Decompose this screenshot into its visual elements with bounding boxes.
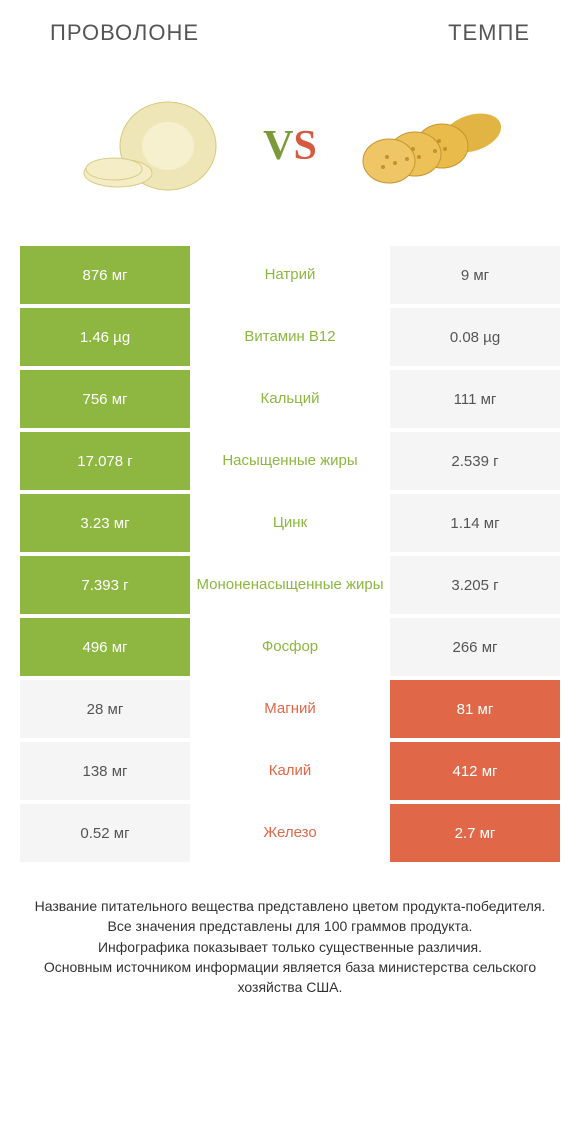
footer-line: Название питательного вещества представл… (20, 896, 560, 916)
food-image-left (73, 86, 233, 206)
cell-left-value: 28 мг (20, 680, 190, 738)
cell-label: Натрий (190, 246, 390, 304)
table-row: 7.393 гМононенасыщенные жиры3.205 г (20, 556, 560, 614)
cell-right-value: 266 мг (390, 618, 560, 676)
table-row: 17.078 гНасыщенные жиры2.539 г (20, 432, 560, 490)
table-row: 28 мгМагний81 мг (20, 680, 560, 738)
cell-right-value: 9 мг (390, 246, 560, 304)
vs-s: S (293, 123, 316, 169)
cell-right-value: 412 мг (390, 742, 560, 800)
cell-right-value: 1.14 мг (390, 494, 560, 552)
food-image-right (347, 86, 507, 206)
footer-line: Все значения представлены для 100 граммо… (20, 916, 560, 936)
cell-left-value: 7.393 г (20, 556, 190, 614)
table-row: 496 мгФосфор266 мг (20, 618, 560, 676)
comparison-table: 876 мгНатрий9 мг1.46 µgВитамин B120.08 µ… (0, 246, 580, 862)
cell-label: Железо (190, 804, 390, 862)
title-left: ПРОВОЛОНЕ (50, 20, 199, 46)
cell-right-value: 2.7 мг (390, 804, 560, 862)
cell-right-value: 0.08 µg (390, 308, 560, 366)
cell-left-value: 0.52 мг (20, 804, 190, 862)
cell-left-value: 876 мг (20, 246, 190, 304)
cell-label: Витамин B12 (190, 308, 390, 366)
cell-left-value: 17.078 г (20, 432, 190, 490)
cell-right-value: 111 мг (390, 370, 560, 428)
cell-label: Насыщенные жиры (190, 432, 390, 490)
table-row: 3.23 мгЦинк1.14 мг (20, 494, 560, 552)
table-row: 756 мгКальций111 мг (20, 370, 560, 428)
cell-right-value: 81 мг (390, 680, 560, 738)
cell-label: Кальций (190, 370, 390, 428)
vs-row: VS (0, 56, 580, 246)
footer-notes: Название питательного вещества представл… (0, 866, 580, 997)
table-row: 0.52 мгЖелезо2.7 мг (20, 804, 560, 862)
cell-label: Цинк (190, 494, 390, 552)
cell-label: Магний (190, 680, 390, 738)
cell-label: Мононенасыщенные жиры (190, 556, 390, 614)
cell-left-value: 138 мг (20, 742, 190, 800)
table-row: 138 мгКалий412 мг (20, 742, 560, 800)
header: ПРОВОЛОНЕ ТЕМПЕ (0, 0, 580, 56)
cell-right-value: 3.205 г (390, 556, 560, 614)
cell-left-value: 756 мг (20, 370, 190, 428)
cell-left-value: 1.46 µg (20, 308, 190, 366)
footer-line: Основным источником информации является … (20, 957, 560, 998)
vs-label: VS (263, 122, 317, 170)
vs-v: V (263, 123, 293, 169)
cell-label: Фосфор (190, 618, 390, 676)
cell-label: Калий (190, 742, 390, 800)
table-row: 876 мгНатрий9 мг (20, 246, 560, 304)
table-row: 1.46 µgВитамин B120.08 µg (20, 308, 560, 366)
cell-left-value: 3.23 мг (20, 494, 190, 552)
footer-line: Инфографика показывает только существенн… (20, 937, 560, 957)
cell-right-value: 2.539 г (390, 432, 560, 490)
cell-left-value: 496 мг (20, 618, 190, 676)
title-right: ТЕМПЕ (448, 20, 530, 46)
